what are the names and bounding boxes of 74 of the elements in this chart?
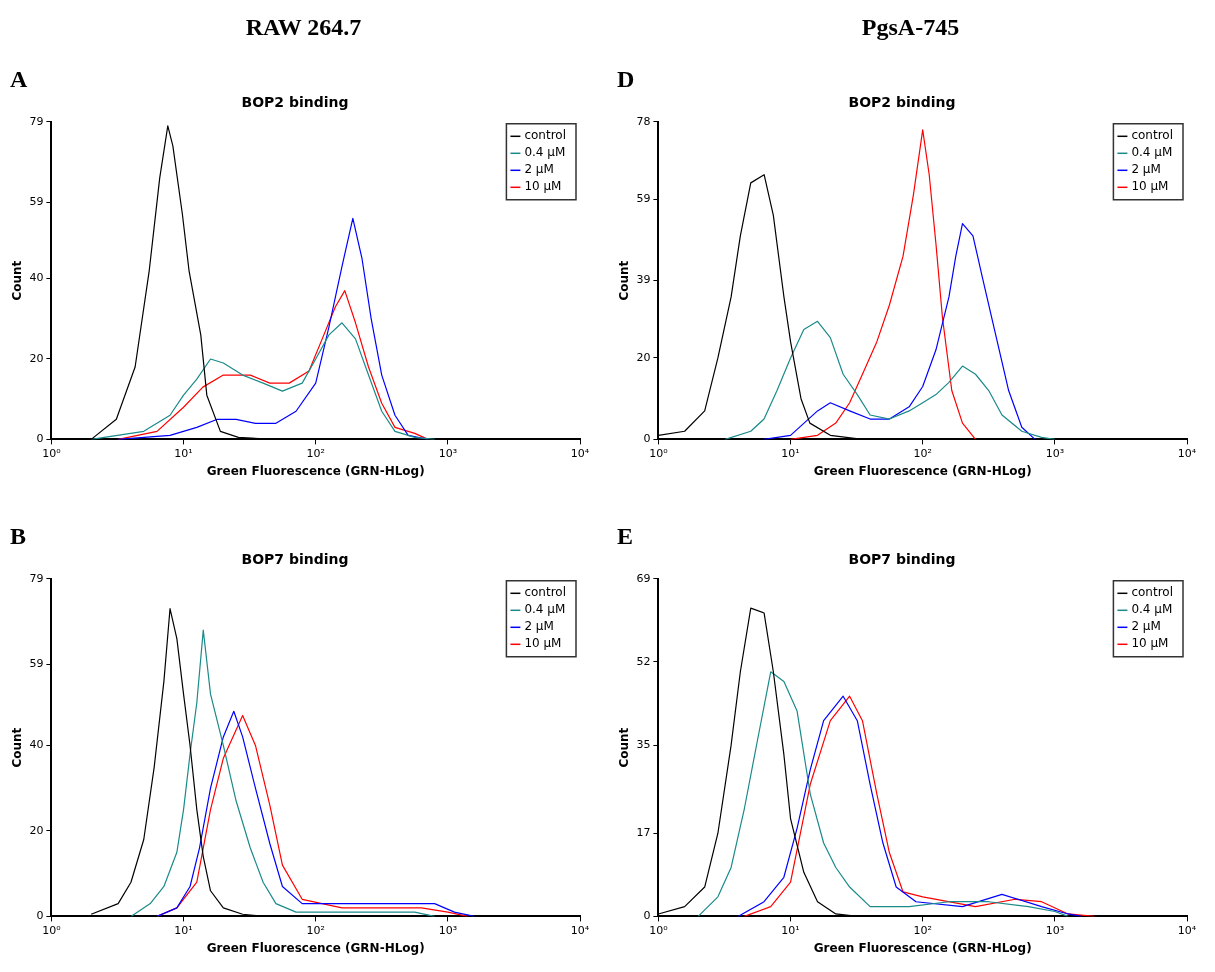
y-tick-label: 79 bbox=[29, 571, 44, 585]
chart-title: BOP2 binding bbox=[241, 94, 349, 111]
y-tick-label: 0 bbox=[643, 909, 651, 923]
text: RAW 264.7 bbox=[244, 13, 363, 42]
legend-label: 0.4 µM bbox=[524, 602, 566, 617]
y-tick-label: 17 bbox=[636, 826, 651, 840]
x-axis-title: Green Fluorescence (GRN-HLog) bbox=[206, 940, 425, 955]
x-tick-label: 10² bbox=[913, 923, 932, 937]
legend-label: control bbox=[1131, 128, 1174, 143]
y-tick-label: 79 bbox=[29, 114, 44, 128]
y-tick-label: 20 bbox=[29, 351, 44, 365]
legend-label: control bbox=[524, 585, 567, 600]
legend-label: 2 µM bbox=[1131, 619, 1161, 634]
y-tick-label: 59 bbox=[29, 195, 44, 209]
legend-label: control bbox=[1131, 585, 1174, 600]
y-tick-label: 0 bbox=[36, 909, 44, 923]
x-tick-label: 10³ bbox=[438, 923, 458, 937]
x-tick-label: 10² bbox=[913, 446, 932, 460]
y-axis-title: Count bbox=[10, 727, 25, 768]
chart-title: BOP2 binding bbox=[848, 94, 956, 111]
legend-label: 0.4 µM bbox=[524, 145, 566, 160]
y-axis-title: Count bbox=[617, 727, 632, 768]
x-tick-label: 10⁴ bbox=[570, 923, 590, 937]
x-tick-label: 10⁴ bbox=[570, 446, 590, 460]
x-tick-label: 10¹ bbox=[174, 923, 193, 937]
x-tick-label: 10¹ bbox=[781, 446, 800, 460]
x-tick-label: 10³ bbox=[438, 446, 458, 460]
y-tick-label: 40 bbox=[29, 271, 44, 285]
x-tick-label: 10⁰ bbox=[649, 923, 669, 937]
x-tick-label: 10¹ bbox=[174, 446, 193, 460]
y-tick-label: 52 bbox=[636, 654, 651, 668]
legend-label: control bbox=[524, 128, 567, 143]
x-tick-label: 10² bbox=[306, 446, 325, 460]
y-tick-label: 20 bbox=[29, 823, 44, 837]
y-tick-label: 39 bbox=[636, 273, 651, 287]
x-tick-label: 10⁰ bbox=[649, 446, 669, 460]
y-tick-label: 0 bbox=[36, 432, 44, 446]
y-tick-label: 59 bbox=[636, 192, 651, 206]
legend-label: 10 µM bbox=[524, 636, 562, 651]
legend-label: 2 µM bbox=[524, 162, 554, 177]
x-axis-title: Green Fluorescence (GRN-HLog) bbox=[813, 463, 1032, 478]
y-tick-label: 59 bbox=[29, 657, 44, 671]
x-tick-label: 10⁴ bbox=[1177, 446, 1197, 460]
legend-label: 10 µM bbox=[524, 179, 562, 194]
y-tick-label: 78 bbox=[636, 114, 651, 128]
chart-title: BOP7 binding bbox=[848, 551, 956, 568]
text: PgsA-745 bbox=[860, 13, 961, 42]
x-axis-title: Green Fluorescence (GRN-HLog) bbox=[813, 940, 1032, 955]
legend-label: 2 µM bbox=[524, 619, 554, 634]
legend-label: 2 µM bbox=[1131, 162, 1161, 177]
x-tick-label: 10³ bbox=[1045, 923, 1065, 937]
text: D bbox=[617, 66, 635, 93]
x-tick-label: 10⁴ bbox=[1177, 923, 1197, 937]
x-tick-label: 10⁰ bbox=[42, 923, 62, 937]
text: B bbox=[10, 523, 27, 550]
chart-title: BOP7 binding bbox=[241, 551, 349, 568]
y-axis-title: Count bbox=[10, 260, 25, 301]
legend-label: 10 µM bbox=[1131, 636, 1169, 651]
y-axis-title: Count bbox=[617, 260, 632, 301]
text: E bbox=[617, 523, 634, 550]
y-tick-label: 35 bbox=[636, 738, 651, 752]
legend-label: 0.4 µM bbox=[1131, 145, 1173, 160]
text: A bbox=[10, 66, 28, 93]
y-tick-label: 69 bbox=[636, 571, 651, 585]
x-tick-label: 10⁰ bbox=[42, 446, 62, 460]
x-tick-label: 10¹ bbox=[781, 923, 800, 937]
x-tick-label: 10² bbox=[306, 923, 325, 937]
legend-label: 10 µM bbox=[1131, 179, 1169, 194]
y-tick-label: 0 bbox=[643, 432, 651, 446]
x-axis-title: Green Fluorescence (GRN-HLog) bbox=[206, 463, 425, 478]
x-tick-label: 10³ bbox=[1045, 446, 1065, 460]
legend-label: 0.4 µM bbox=[1131, 602, 1173, 617]
y-tick-label: 20 bbox=[636, 350, 651, 364]
y-tick-label: 40 bbox=[29, 738, 44, 752]
